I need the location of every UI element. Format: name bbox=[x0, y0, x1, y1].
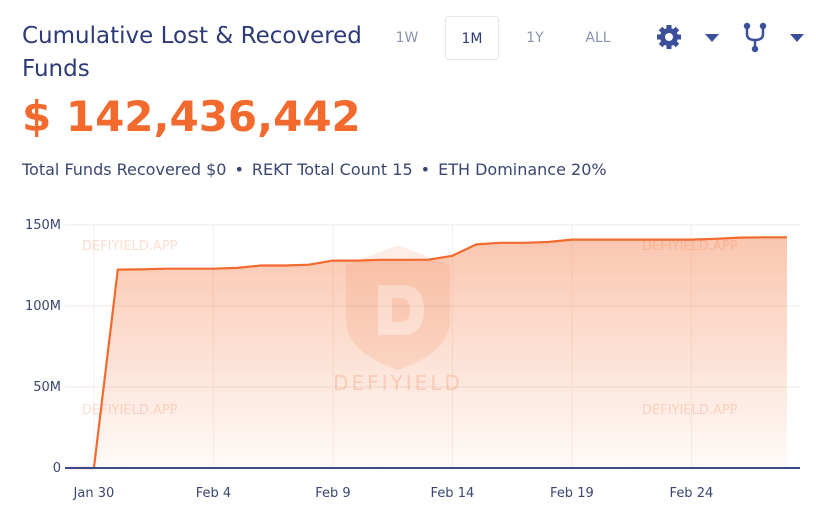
range-button[interactable]: 1W bbox=[395, 30, 419, 46]
x-tick-label: Feb 9 bbox=[315, 486, 350, 501]
watermark: DEFIYIELD.APP bbox=[82, 403, 178, 418]
line bbox=[70, 236, 787, 470]
y-tick-label: 50M bbox=[33, 380, 61, 395]
watermark-logo bbox=[346, 245, 450, 370]
y-tick-label: 0 bbox=[53, 461, 61, 476]
range-button[interactable]: 1Y bbox=[526, 30, 544, 46]
watermark: DEFIYIELD bbox=[333, 371, 463, 395]
y-tick-label: 100M bbox=[25, 299, 61, 314]
range-button[interactable]: ALL bbox=[585, 30, 611, 46]
stats-line: Total Funds Recovered $0 • REKT Total Coun… bbox=[22, 160, 607, 179]
x-tick-label: Feb 24 bbox=[670, 486, 714, 501]
x-tick-label: Jan 30 bbox=[73, 486, 115, 501]
watermark: DEFIYIELD.APP bbox=[642, 403, 738, 418]
stat: Total Funds Recovered $0 bbox=[22, 160, 227, 179]
widget-title: Cumulative Lost & Recovered Funds bbox=[22, 23, 362, 82]
watermark: DEFIYIELD.APP bbox=[82, 239, 178, 254]
x-tick-label: Feb 14 bbox=[431, 486, 475, 501]
watermark: DEFIYIELD.APP bbox=[642, 239, 738, 254]
stat: REKT Total Count 15 bbox=[251, 160, 413, 179]
settings-icon[interactable] bbox=[657, 25, 681, 49]
total-value: $ 142,436,442 bbox=[22, 92, 361, 141]
stat: ETH Dominance 20% bbox=[438, 160, 607, 179]
dropdown-caret[interactable] bbox=[705, 34, 719, 42]
area bbox=[70, 237, 787, 468]
range-button[interactable]: 1M bbox=[445, 16, 499, 60]
separator: • bbox=[420, 160, 431, 179]
dropdown-caret[interactable] bbox=[790, 34, 804, 42]
fork-icon[interactable] bbox=[743, 22, 767, 53]
separator: • bbox=[234, 160, 244, 179]
x-tick-label: Feb 19 bbox=[550, 486, 594, 501]
y-tick-label: 150M bbox=[25, 218, 61, 233]
x-tick-label: Feb 4 bbox=[196, 486, 231, 501]
